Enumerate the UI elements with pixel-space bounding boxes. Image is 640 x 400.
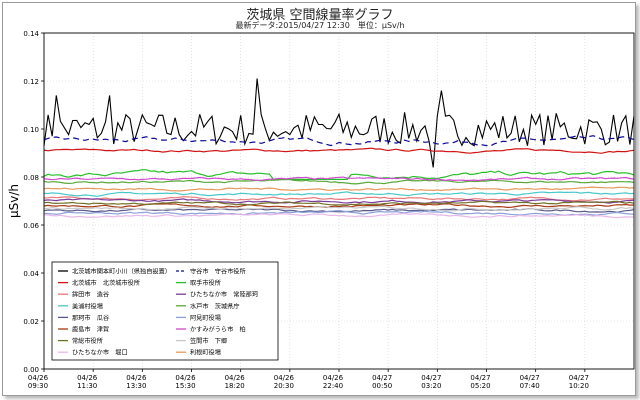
series-line (43, 178, 635, 185)
series-line (43, 200, 635, 206)
series-line (43, 186, 635, 192)
x-tick-date: 04/26 (274, 374, 295, 382)
legend-label: ひたちなか市 堀口 (72, 349, 128, 357)
legend-label: 守谷市 守谷市役所 (190, 268, 246, 276)
y-tick-label: 0.10 (23, 126, 39, 134)
x-tick-time: 09:30 (28, 382, 48, 390)
series-line (43, 205, 635, 212)
x-tick-date: 04/26 (77, 374, 98, 382)
x-tick-time: 10:20 (569, 382, 589, 390)
y-tick-label: 0.04 (23, 270, 39, 278)
legend-label: 鉾田市 造谷 (72, 291, 109, 299)
y-tick-label: 0.02 (23, 318, 39, 326)
legend-label: 利根町役場 (190, 349, 221, 357)
y-tick-label: 0.00 (23, 366, 39, 374)
x-tick-date: 04/27 (470, 374, 490, 382)
plot-border (43, 32, 635, 370)
series-layer (43, 78, 635, 219)
legend-label: かすみがうら市 柏 (190, 326, 246, 334)
series-line (43, 169, 635, 180)
x-tick-date: 04/27 (569, 374, 589, 382)
series-line (43, 135, 635, 147)
x-tick-date: 04/27 (372, 374, 392, 382)
x-tick-time: 05:20 (470, 382, 490, 390)
legend-label: 美浦村役場 (72, 302, 103, 310)
x-tick-date: 04/27 (421, 374, 441, 382)
x-tick-date: 04/26 (225, 374, 246, 382)
x-tick-date: 04/27 (520, 374, 540, 382)
y-axis-label: μSv/h (7, 184, 21, 218)
x-tick-date: 04/26 (323, 374, 344, 382)
x-tick-time: 11:30 (77, 382, 97, 390)
series-line (44, 212, 635, 219)
chart-subtitle: 最新データ:2015/04/27 12:30 単位：μSv/h (235, 21, 405, 30)
x-tick-time: 03:20 (421, 382, 441, 390)
legend-label: 水戸市 茨城県庁 (190, 302, 240, 310)
series-line (43, 176, 635, 182)
series-line (43, 78, 635, 168)
legend-box (51, 261, 279, 361)
chart-title: 茨城県 空間線量率グラフ (246, 8, 394, 23)
series-line (43, 147, 635, 154)
y-tick-label: 0.12 (23, 78, 39, 86)
series-line (43, 209, 635, 216)
x-tick-date: 04/26 (126, 374, 147, 382)
x-tick-date: 04/26 (175, 374, 196, 382)
legend-label: 取手市役所 (190, 279, 221, 287)
x-tick-time: 22:40 (323, 382, 343, 390)
y-tick-label: 0.06 (23, 222, 39, 230)
x-tick-time: 20:30 (274, 382, 294, 390)
series-line (43, 203, 635, 209)
series-line (43, 191, 635, 197)
legend-label: 鹿島市 津賀 (72, 326, 109, 334)
x-tick-time: 07:40 (520, 382, 540, 390)
legend-label: 北茨城市 北茨城市役所 (72, 279, 140, 287)
legend-label: ひたちなか市 常陸那珂 (190, 291, 258, 299)
x-tick-time: 00:50 (372, 382, 392, 390)
y-tick-label: 0.14 (23, 30, 39, 38)
y-tick-label: 0.08 (23, 174, 39, 182)
axis-layer: 0.000.020.040.060.080.100.120.1404/2609:… (7, 30, 635, 390)
x-tick-date: 04/26 (28, 374, 49, 382)
legend-label: 笠間市 下郷 (190, 337, 227, 345)
x-tick-time: 18:20 (225, 382, 245, 390)
series-line (43, 198, 635, 204)
x-tick-time: 13:30 (126, 382, 146, 390)
legend-label: 常総市役所 (72, 337, 103, 345)
legend-label: 阿見町役場 (190, 314, 221, 322)
legend-label: 那珂市 瓜谷 (72, 314, 109, 322)
x-tick-time: 15:30 (175, 382, 195, 390)
legend-label: 北茨城市関本町小川（県独自設置） (72, 268, 171, 276)
